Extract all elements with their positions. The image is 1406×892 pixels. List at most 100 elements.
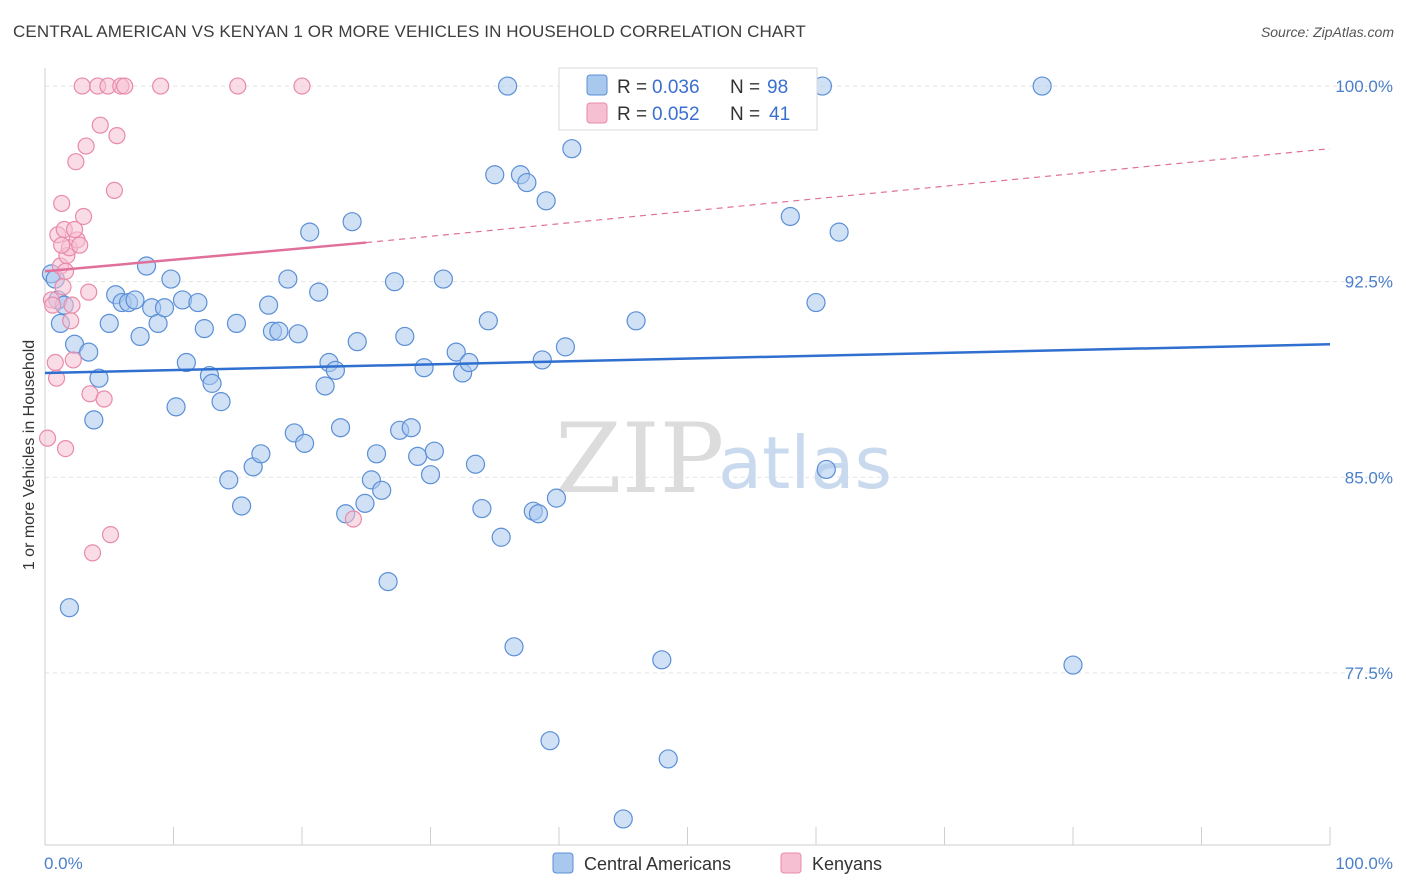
central-american-point-69 <box>478 311 498 331</box>
y-tick-label-3: 100.0% <box>1335 77 1393 96</box>
kenyan-point-36 <box>53 236 71 254</box>
legend-swatch-pink <box>586 102 608 124</box>
central-american-point-39 <box>288 324 308 344</box>
central-american-point-23 <box>176 352 196 373</box>
y-tick-labels: 77.5% 85.0% 92.5% 100.0% <box>1335 77 1393 683</box>
central-american-point-55 <box>384 272 405 292</box>
central-american-point-75 <box>517 172 537 193</box>
bottom-legend-swatch-blue <box>552 852 574 874</box>
watermark-zip: ZIP <box>555 403 724 515</box>
kenyan-point-17 <box>71 236 89 254</box>
kenyan-point-29 <box>108 127 126 145</box>
central-american-point-19 <box>154 298 175 318</box>
central-american-point-30 <box>226 313 247 334</box>
central-american-point-83 <box>562 139 582 159</box>
kenyan-point-0 <box>38 429 57 447</box>
central-american-point-58 <box>401 418 421 438</box>
kenyan-point-19 <box>77 137 95 155</box>
central-american-point-67 <box>465 454 486 474</box>
central-american-point-91 <box>806 292 826 313</box>
x-tick-label-1: 100.0% <box>1335 854 1393 873</box>
central-american-point-63 <box>433 269 453 289</box>
central-american-point-53 <box>372 480 392 500</box>
central-american-point-37 <box>278 269 298 289</box>
central-american-point-45 <box>325 360 346 380</box>
central-american-point-96 <box>1063 655 1083 675</box>
central-american-point-87 <box>658 749 678 769</box>
central-american-point-49 <box>347 332 367 352</box>
bottom-legend-kenyans: Kenyans <box>812 854 882 874</box>
kenyan-point-40 <box>47 369 66 387</box>
legend-n-value-1: 98 <box>767 77 788 98</box>
bottom-legend: Central Americans Kenyans <box>552 852 882 874</box>
kenyan-point-35 <box>344 510 362 528</box>
trend-line-central-americans <box>44 343 1331 375</box>
kenyan-point-18 <box>73 77 91 95</box>
y-tick-label-1: 85.0% <box>1345 468 1393 487</box>
legend-r-value-2: 0.052 <box>652 104 700 125</box>
central-american-point-72 <box>498 76 518 96</box>
kenyan-point-24 <box>91 116 109 134</box>
central-american-point-14 <box>125 290 145 310</box>
central-american-point-31 <box>232 496 252 516</box>
kenyan-point-28 <box>105 181 123 199</box>
central-american-point-16 <box>136 256 157 276</box>
kenyan-point-39 <box>74 207 93 226</box>
central-american-point-73 <box>504 637 524 657</box>
kenyan-point-20 <box>80 283 98 301</box>
legend-r-label-2: R = <box>617 104 647 125</box>
central-american-point-6 <box>79 342 99 362</box>
central-american-point-28 <box>211 392 231 412</box>
central-american-point-84 <box>613 809 633 829</box>
central-american-point-60 <box>414 358 434 378</box>
central-american-point-46 <box>330 418 351 438</box>
central-american-point-24 <box>188 292 208 313</box>
legend-n-label-1: N = <box>730 77 760 98</box>
trend-line-kenyans <box>44 241 367 273</box>
central-american-point-34 <box>258 295 279 315</box>
legend-r-label-1: R = <box>617 77 647 98</box>
watermark-atlas: atlas <box>718 421 892 505</box>
central-american-point-36 <box>269 321 289 341</box>
bottom-legend-central-americans: Central Americans <box>584 854 731 874</box>
central-american-point-40 <box>294 433 315 453</box>
kenyan-point-25 <box>95 390 113 408</box>
watermark: ZIP atlas <box>555 403 892 515</box>
central-american-point-80 <box>540 731 560 751</box>
central-american-point-59 <box>408 446 428 467</box>
central-american-point-52 <box>366 444 387 464</box>
bottom-legend-swatch-pink <box>780 852 802 874</box>
central-american-point-15 <box>130 326 150 347</box>
kenyan-point-27 <box>101 526 120 544</box>
central-american-point-90 <box>780 206 800 227</box>
central-american-point-48 <box>342 212 362 232</box>
y-axis-label: 1 or more Vehicles in Household <box>21 340 38 570</box>
kenyan-point-7 <box>54 278 72 296</box>
central-american-point-81 <box>546 488 567 508</box>
central-american-point-64 <box>446 342 466 362</box>
central-american-point-7 <box>59 598 80 618</box>
kenyan-point-34 <box>293 77 311 95</box>
kenyan-point-9 <box>56 439 75 458</box>
kenyan-point-32 <box>152 77 170 95</box>
legend-n-label-2: N = <box>730 104 760 125</box>
central-american-point-77 <box>528 504 549 524</box>
central-american-point-54 <box>378 571 398 592</box>
kenyan-point-13 <box>63 296 81 314</box>
central-american-point-94 <box>829 222 849 242</box>
central-american-point-68 <box>472 498 492 519</box>
kenyan-point-38 <box>65 220 84 239</box>
kenyan-point-37 <box>56 262 75 280</box>
central-american-point-33 <box>251 444 271 464</box>
central-american-point-93 <box>816 459 836 480</box>
central-american-point-43 <box>315 376 335 396</box>
chart-title: CENTRAL AMERICAN VS KENYAN 1 OR MORE VEH… <box>13 22 806 41</box>
central-american-point-42 <box>309 282 329 302</box>
kenyan-point-2 <box>44 296 62 314</box>
central-american-point-78 <box>532 350 552 370</box>
series-kenyans <box>38 77 362 562</box>
central-american-point-8 <box>84 410 104 430</box>
kenyan-point-12 <box>62 312 80 330</box>
y-tick-label-2: 92.5% <box>1345 273 1393 292</box>
kenyan-point-31 <box>116 77 134 95</box>
